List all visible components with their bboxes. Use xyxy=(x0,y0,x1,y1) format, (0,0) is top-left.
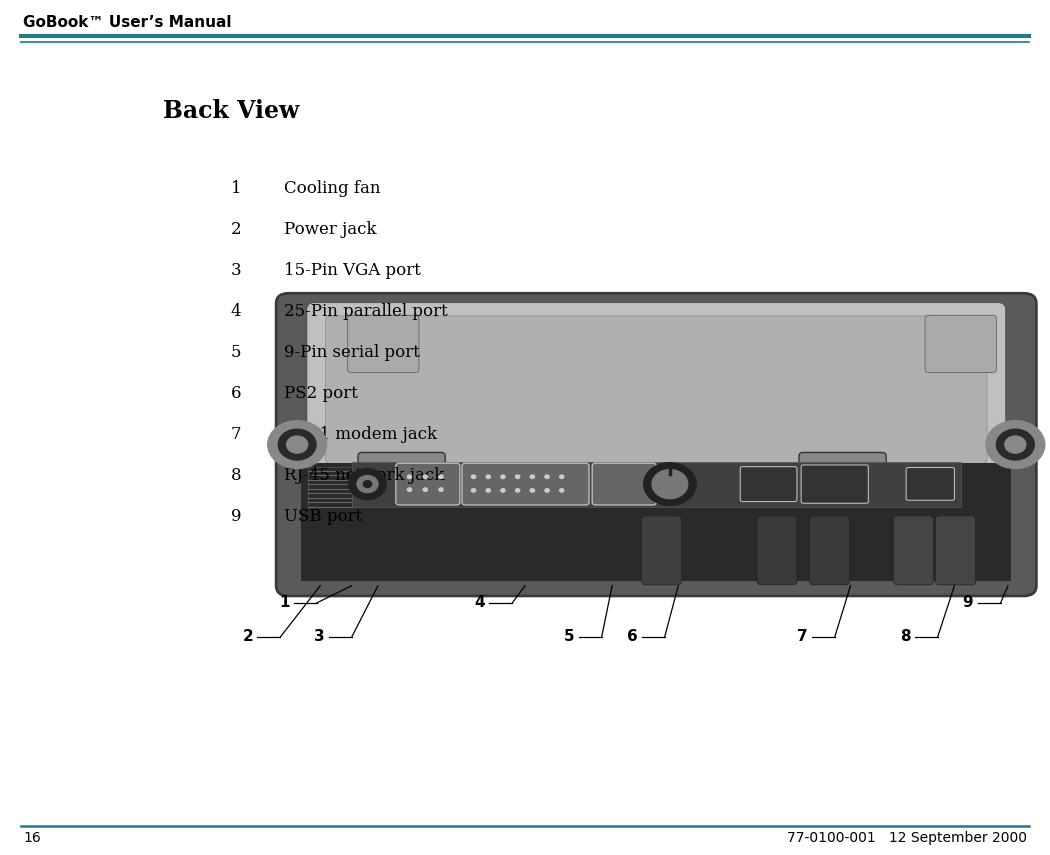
Circle shape xyxy=(652,469,688,498)
Text: 1: 1 xyxy=(231,180,242,197)
Bar xyxy=(308,467,352,507)
Text: 5: 5 xyxy=(231,344,242,361)
Circle shape xyxy=(349,469,386,499)
FancyBboxPatch shape xyxy=(801,465,868,504)
Text: 2: 2 xyxy=(231,221,242,238)
Text: 25-Pin parallel port: 25-Pin parallel port xyxy=(284,303,447,320)
FancyBboxPatch shape xyxy=(799,452,886,479)
Text: 16: 16 xyxy=(23,831,41,845)
Circle shape xyxy=(986,421,1045,469)
Circle shape xyxy=(996,429,1034,460)
Text: 5: 5 xyxy=(564,629,574,645)
Bar xyxy=(352,462,961,507)
Text: RJ-45 network jack: RJ-45 network jack xyxy=(284,467,444,484)
FancyBboxPatch shape xyxy=(936,516,975,585)
Circle shape xyxy=(486,475,490,479)
FancyBboxPatch shape xyxy=(740,467,797,502)
Circle shape xyxy=(501,489,505,492)
FancyBboxPatch shape xyxy=(592,463,656,505)
Circle shape xyxy=(545,489,549,492)
Circle shape xyxy=(1005,436,1026,453)
Text: 6: 6 xyxy=(231,385,242,402)
Text: 9-Pin serial port: 9-Pin serial port xyxy=(284,344,419,361)
FancyBboxPatch shape xyxy=(906,468,954,500)
FancyBboxPatch shape xyxy=(358,452,445,479)
Circle shape xyxy=(363,481,372,487)
FancyBboxPatch shape xyxy=(462,463,589,505)
FancyBboxPatch shape xyxy=(925,315,996,373)
Text: 8: 8 xyxy=(900,629,910,645)
Text: 6: 6 xyxy=(627,629,637,645)
FancyBboxPatch shape xyxy=(757,516,797,585)
Circle shape xyxy=(439,488,443,492)
Circle shape xyxy=(287,436,308,453)
Text: PS2 port: PS2 port xyxy=(284,385,357,402)
Circle shape xyxy=(439,475,443,479)
Text: 8: 8 xyxy=(231,467,242,484)
Circle shape xyxy=(530,489,534,492)
FancyBboxPatch shape xyxy=(326,316,987,463)
Text: 4: 4 xyxy=(475,595,485,610)
Circle shape xyxy=(516,489,520,492)
Circle shape xyxy=(560,489,564,492)
Bar xyxy=(301,463,1011,581)
FancyBboxPatch shape xyxy=(396,463,460,505)
Circle shape xyxy=(407,488,412,492)
Circle shape xyxy=(560,475,564,479)
Text: 3: 3 xyxy=(314,629,324,645)
FancyBboxPatch shape xyxy=(810,516,849,585)
Text: 1: 1 xyxy=(279,595,290,610)
Circle shape xyxy=(530,475,534,479)
FancyBboxPatch shape xyxy=(894,516,933,585)
Text: 7: 7 xyxy=(231,426,242,443)
Circle shape xyxy=(501,475,505,479)
Text: 9: 9 xyxy=(963,595,973,610)
Circle shape xyxy=(486,489,490,492)
Circle shape xyxy=(516,475,520,479)
Circle shape xyxy=(357,475,378,492)
FancyBboxPatch shape xyxy=(307,303,1006,474)
Text: 15-Pin VGA port: 15-Pin VGA port xyxy=(284,262,420,279)
Text: 3: 3 xyxy=(231,262,242,279)
Text: Back View: Back View xyxy=(163,99,299,123)
Circle shape xyxy=(278,429,316,460)
Text: 9: 9 xyxy=(231,508,242,525)
Text: 7: 7 xyxy=(797,629,807,645)
Text: Cooling fan: Cooling fan xyxy=(284,180,380,197)
Circle shape xyxy=(471,489,476,492)
Circle shape xyxy=(644,463,696,505)
Circle shape xyxy=(268,421,327,469)
Text: GoBook™ User’s Manual: GoBook™ User’s Manual xyxy=(23,15,232,30)
Text: 77-0100-001   12 September 2000: 77-0100-001 12 September 2000 xyxy=(786,831,1027,845)
FancyBboxPatch shape xyxy=(642,516,681,585)
Text: 2: 2 xyxy=(243,629,253,645)
Text: 4: 4 xyxy=(231,303,242,320)
Circle shape xyxy=(423,488,427,492)
Text: Power jack: Power jack xyxy=(284,221,376,238)
FancyBboxPatch shape xyxy=(348,315,419,373)
Text: RJ-11 modem jack: RJ-11 modem jack xyxy=(284,426,437,443)
Circle shape xyxy=(407,475,412,479)
Circle shape xyxy=(423,475,427,479)
Text: USB port: USB port xyxy=(284,508,362,525)
Circle shape xyxy=(545,475,549,479)
Circle shape xyxy=(471,475,476,479)
FancyBboxPatch shape xyxy=(276,293,1036,596)
